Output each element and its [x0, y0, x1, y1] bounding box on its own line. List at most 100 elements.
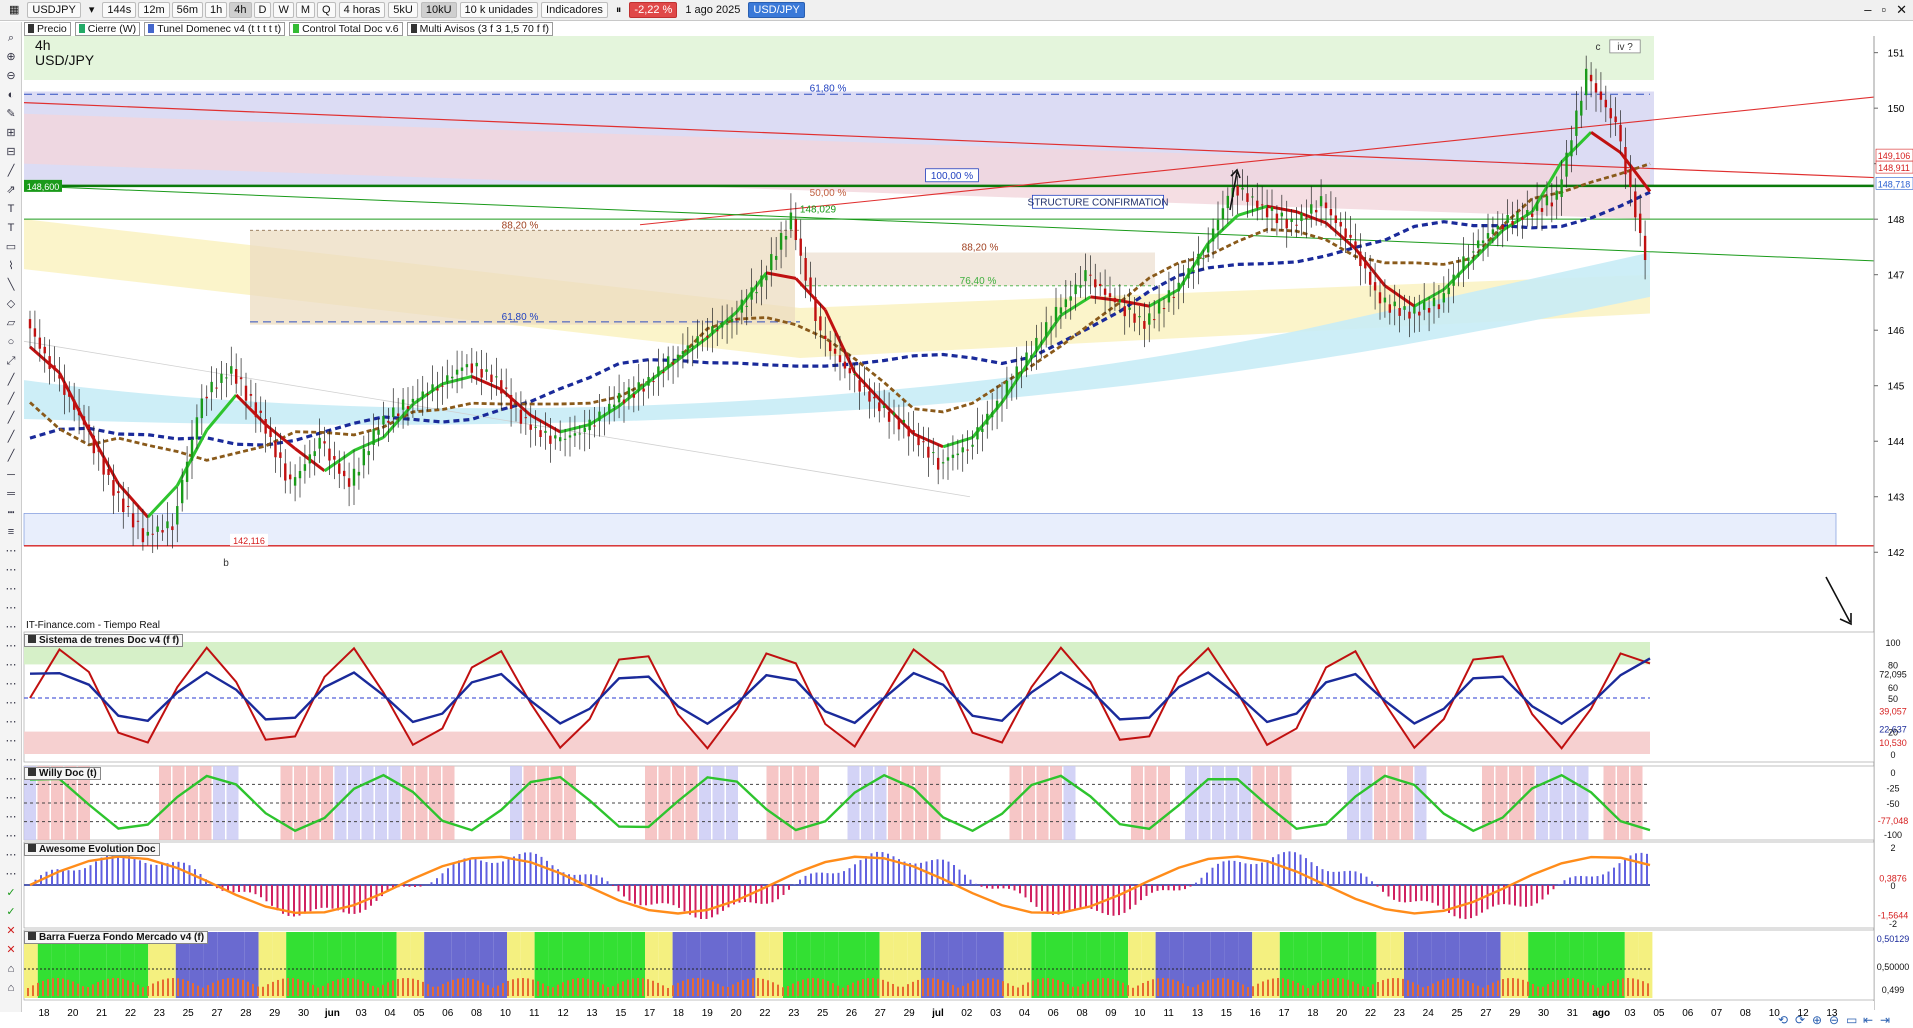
grid-icon[interactable]: ▦ [9, 4, 20, 16]
tool-42-icon[interactable]: ⋯ [5, 830, 17, 842]
tool-15-icon[interactable]: ▱ [6, 317, 16, 329]
tool-5-icon[interactable]: ⊞ [6, 127, 16, 139]
candle-body [1089, 274, 1092, 276]
indicator-cierre[interactable]: Cierre (W) [74, 22, 141, 36]
tool-0-icon[interactable]: ⌕ [7, 32, 15, 44]
tool-6-icon[interactable]: ⊟ [6, 146, 16, 158]
tool-18-icon[interactable]: ╱ [7, 374, 15, 386]
indicator-tunel[interactable]: Tunel Domenec v4 (t t t t t) [144, 22, 286, 36]
tool-9-icon[interactable]: T [7, 203, 15, 215]
chevron-down-icon[interactable]: ▾ [88, 4, 95, 16]
trenes-axis-label: 60 [1888, 683, 1898, 693]
candle-body [1143, 320, 1146, 329]
tool-36-icon[interactable]: ⋯ [5, 716, 17, 728]
indicator-precio[interactable]: Precio [24, 22, 71, 36]
tool-25-icon[interactable]: ┅ [7, 507, 15, 519]
tool-19-icon[interactable]: ╱ [7, 393, 15, 405]
tool-37-icon[interactable]: ⋯ [5, 735, 17, 747]
restore-icon[interactable]: ▫ [1881, 2, 1887, 17]
units-10k[interactable]: 10kU [420, 2, 457, 18]
interval-select[interactable]: 4 horas [338, 2, 386, 18]
timeframe-12m[interactable]: 12m [138, 2, 170, 18]
tool-31-icon[interactable]: ⋯ [5, 621, 17, 633]
barra-block [879, 932, 894, 998]
timeframe-q[interactable]: Q [317, 2, 336, 18]
timeframe-56m[interactable]: 56m [171, 2, 204, 18]
candle-body [946, 457, 950, 461]
tool-1-icon[interactable]: ⊕ [6, 51, 16, 63]
panel-title-awesome[interactable]: Awesome Evolution Doc [24, 843, 160, 856]
tool-26-icon[interactable]: ≡ [7, 526, 15, 538]
tool-4-icon[interactable]: ✎ [6, 108, 16, 120]
timeframe-w[interactable]: W [273, 2, 294, 18]
tool-28-icon[interactable]: ⋯ [5, 564, 17, 576]
timeframe-4h[interactable]: 4h [229, 2, 252, 18]
pause-icon[interactable]: ⏸ [615, 4, 622, 16]
tool-11-icon[interactable]: ▭ [5, 241, 17, 253]
candle-body [1481, 240, 1485, 244]
tool-41-icon[interactable]: ⋯ [5, 811, 17, 823]
tool-13-icon[interactable]: ╲ [7, 279, 15, 291]
tool-22-icon[interactable]: ╱ [7, 450, 15, 462]
tool-32-icon[interactable]: ⋯ [5, 640, 17, 652]
tool-40-icon[interactable]: ⋯ [5, 792, 17, 804]
indicators-button[interactable]: Indicadores [541, 2, 608, 18]
tool-50-icon[interactable]: ⌂ [7, 982, 15, 994]
candle-body [539, 430, 542, 438]
tool-21-icon[interactable]: ╱ [7, 431, 15, 443]
tool-7-icon[interactable]: ╱ [7, 165, 15, 177]
close-icon[interactable]: ✕ [1896, 2, 1907, 17]
candle-body [318, 437, 321, 449]
tool-23-icon[interactable]: ─ [7, 469, 15, 481]
candle-body [279, 452, 282, 458]
timeframe-1h[interactable]: 1h [205, 2, 228, 18]
tool-27-icon[interactable]: ⋯ [5, 545, 17, 557]
panel-title-barra[interactable]: Barra Fuerza Fondo Mercado v4 (f) [24, 931, 209, 944]
willy-axis-label: -25 [1886, 784, 1899, 794]
timeframe-144s[interactable]: 144s [102, 2, 137, 18]
tool-35-icon[interactable]: ⋯ [5, 697, 17, 709]
tool-16-icon[interactable]: ○ [7, 336, 15, 348]
tool-3-icon[interactable]: ◐ [7, 89, 15, 101]
units-select[interactable]: 10 k unidades [459, 2, 539, 18]
panel-title-willy[interactable]: Willy Doc (t) [24, 767, 101, 780]
units-5k[interactable]: 5kU [388, 2, 418, 18]
tool-45-icon[interactable]: ✓ [6, 887, 16, 899]
tool-10-icon[interactable]: T [7, 222, 15, 234]
tool-43-icon[interactable]: ⋯ [5, 849, 17, 861]
tool-47-icon[interactable]: ✕ [6, 925, 16, 937]
candle-body [1295, 224, 1298, 226]
barra-block [1210, 932, 1225, 998]
candle-body [313, 451, 316, 457]
barra-block [1348, 932, 1363, 998]
tool-30-icon[interactable]: ⋯ [5, 602, 17, 614]
tool-29-icon[interactable]: ⋯ [5, 583, 17, 595]
tool-20-icon[interactable]: ╱ [7, 412, 15, 424]
tool-38-icon[interactable]: ⋯ [5, 754, 17, 766]
tool-39-icon[interactable]: ⋯ [5, 773, 17, 785]
indicator-control-total[interactable]: Control Total Doc v.6 [289, 22, 403, 36]
panel-title-trenes[interactable]: Sistema de trenes Doc v4 (f f) [24, 634, 184, 647]
tool-8-icon[interactable]: ⇗ [6, 184, 16, 196]
tool-33-icon[interactable]: ⋯ [5, 659, 17, 671]
tool-34-icon[interactable]: ⋯ [5, 678, 17, 690]
tool-49-icon[interactable]: ⌂ [7, 963, 15, 975]
tool-17-icon[interactable]: ⤢ [6, 355, 16, 367]
tool-24-icon[interactable]: ═ [7, 488, 15, 500]
indicator-multi-avisos[interactable]: Multi Avisos (3 f 3 1,5 70 f f) [406, 22, 553, 36]
candle-body [1270, 207, 1274, 211]
tool-44-icon[interactable]: ⋯ [5, 868, 17, 880]
timeframe-d[interactable]: D [253, 2, 272, 18]
tool-14-icon[interactable]: ◇ [6, 298, 16, 310]
symbol-select[interactable]: USDJPY [27, 2, 81, 18]
minimize-icon[interactable]: – [1864, 2, 1872, 17]
tool-12-icon[interactable]: ⌇ [8, 260, 14, 272]
timeframe-m[interactable]: M [295, 2, 316, 18]
tool-48-icon[interactable]: ✕ [6, 944, 16, 956]
candle-body [1280, 212, 1284, 217]
tool-46-icon[interactable]: ✓ [6, 906, 16, 918]
price-axis-label: 143 [1888, 493, 1905, 504]
tool-2-icon[interactable]: ⊖ [6, 70, 16, 82]
candle-body [53, 365, 56, 371]
